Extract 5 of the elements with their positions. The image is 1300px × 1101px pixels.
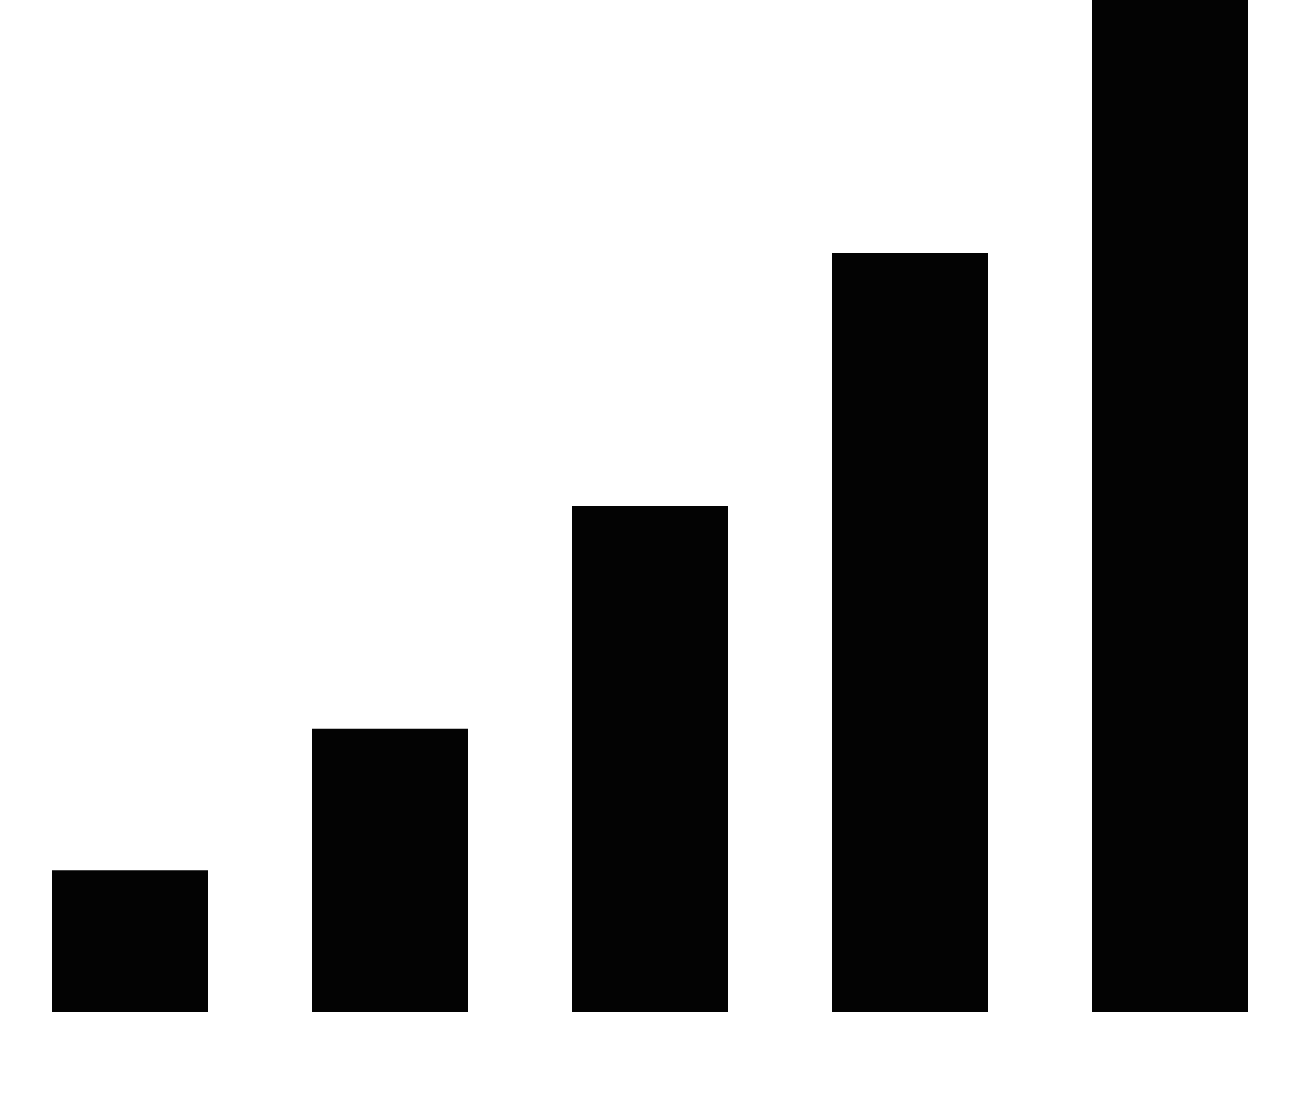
bar	[52, 870, 208, 1012]
bar	[832, 253, 988, 1012]
bar	[312, 728, 468, 1012]
bar	[1092, 0, 1248, 1012]
bar	[572, 506, 728, 1012]
